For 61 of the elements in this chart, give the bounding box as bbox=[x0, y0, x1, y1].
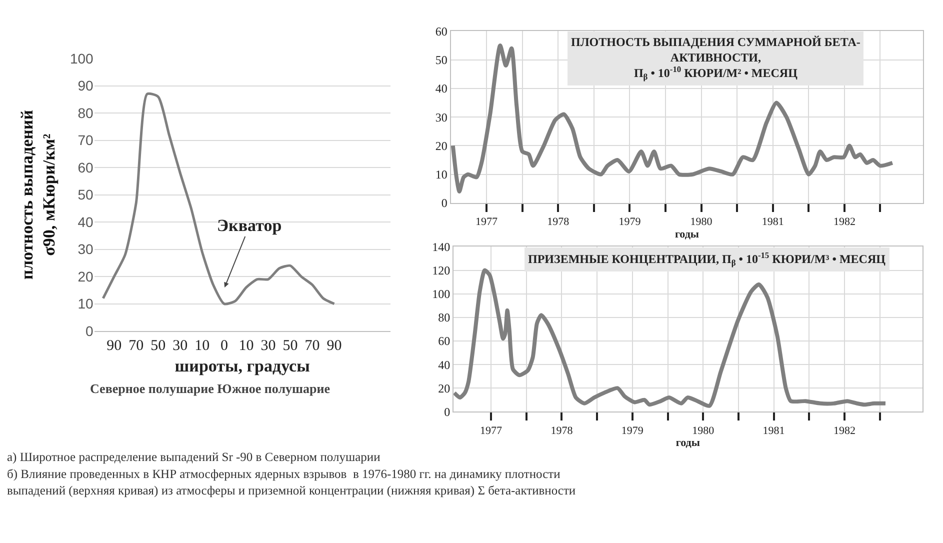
text: ПРИЗЕМНЫЕ КОНЦЕНТРАЦИИ, П$_{β}$ • 10$^{-15}$ КЮРИ/М³ • МЕСЯЦ bbox=[528, 251, 886, 268]
y-tick-label: 0 bbox=[441, 196, 448, 210]
x-tick-label: 1977 bbox=[476, 216, 498, 228]
text: б) Влияние проведенных в КНР атмосферных ядерных взрывов в 1976-1980 гг. на динамику плотности выпадений (верхняя кривая) из атмосферы и приземной концентрации (нижняя кривая) Σ бета-активности bbox=[7, 467, 576, 498]
y-tick-label: 60 bbox=[78, 159, 94, 176]
x-tick-label: 1978 bbox=[550, 424, 574, 437]
x-tick-label: 70 bbox=[304, 338, 320, 354]
y-tick-label: 100 bbox=[70, 50, 94, 66]
y-tick-label: 20 bbox=[435, 138, 448, 153]
text: Северное полушарие Южное полушарие bbox=[90, 381, 330, 396]
text: а) Широтное распределение выпадений Sr -90 в Северном полушарии bbox=[7, 450, 381, 464]
x-tick-label: 1982 bbox=[833, 216, 856, 228]
x-tick-label: 1981 bbox=[762, 216, 784, 228]
y-tick-label: 50 bbox=[78, 186, 94, 203]
x-tick-label: 1979 bbox=[621, 424, 644, 437]
y-tick-label: 40 bbox=[438, 358, 450, 372]
y-tick-label: 60 bbox=[435, 24, 448, 38]
x-tick-label: 30 bbox=[172, 338, 188, 354]
y-tick-label: 100 bbox=[432, 287, 450, 302]
y-tick-label: 0 bbox=[86, 322, 94, 339]
x-axis-title: годы bbox=[674, 228, 700, 240]
y-tick-label: 40 bbox=[78, 214, 94, 230]
y-tick-label: 30 bbox=[78, 241, 94, 258]
x-tick-label: 0 bbox=[220, 338, 228, 354]
x-tick-label: 1980 bbox=[692, 424, 715, 437]
y-tick-label: 140 bbox=[432, 240, 450, 254]
x-tick-label: 30 bbox=[260, 338, 276, 354]
x-tick-label: 50 bbox=[150, 338, 166, 354]
x-tick-label: 90 bbox=[326, 338, 342, 354]
chart-title: ПЛОТНОСТЬ ВЫПАДЕНИЯ СУММАРНОЙ БЕТА- АКТИВНОСТИ, П$_{β}$ • 10$^{-10}$ КЮРИ/М² • МЕСЯЦ bbox=[571, 35, 860, 82]
line-series bbox=[102, 92, 336, 306]
y-tick-label: 90 bbox=[78, 78, 94, 94]
y-tick-label: 50 bbox=[435, 53, 448, 68]
y-tick-label: 20 bbox=[438, 381, 450, 396]
y-tick-label: 10 bbox=[78, 296, 94, 312]
x-tick-label: 1978 bbox=[547, 216, 570, 228]
x-tick-label: 90 bbox=[106, 338, 122, 354]
x-tick-label: 1980 bbox=[690, 216, 713, 228]
x-tick-label: 70 bbox=[128, 338, 144, 354]
x-tick-label: 10 bbox=[238, 338, 254, 354]
y-tick-label: 80 bbox=[438, 310, 450, 325]
x-axis-title: годы bbox=[676, 437, 700, 450]
x-axis-title: широты, градусы bbox=[174, 356, 310, 376]
x-tick-label: 10 bbox=[194, 338, 210, 354]
x-tick-label: 1977 bbox=[480, 424, 503, 437]
y-tick-label: 10 bbox=[435, 168, 448, 182]
annotation: Экватор bbox=[217, 216, 282, 235]
y-tick-label: 20 bbox=[78, 268, 94, 284]
y-tick-label: 40 bbox=[435, 82, 448, 96]
y-tick-label: 80 bbox=[78, 104, 94, 121]
line-series bbox=[454, 268, 888, 408]
x-tick-label: 1982 bbox=[833, 424, 856, 437]
x-tick-label: 50 bbox=[282, 338, 298, 354]
x-tick-label: 1981 bbox=[762, 424, 785, 437]
y-tick-label: 120 bbox=[432, 263, 450, 278]
y-tick-label: 0 bbox=[444, 404, 450, 419]
y-axis-title: плотность выпадений σ90, мКюри/км² bbox=[17, 110, 58, 280]
y-tick-label: 60 bbox=[438, 334, 450, 348]
y-tick-label: 70 bbox=[78, 132, 94, 148]
x-tick-label: 1979 bbox=[618, 216, 642, 228]
y-tick-label: 30 bbox=[435, 110, 448, 124]
